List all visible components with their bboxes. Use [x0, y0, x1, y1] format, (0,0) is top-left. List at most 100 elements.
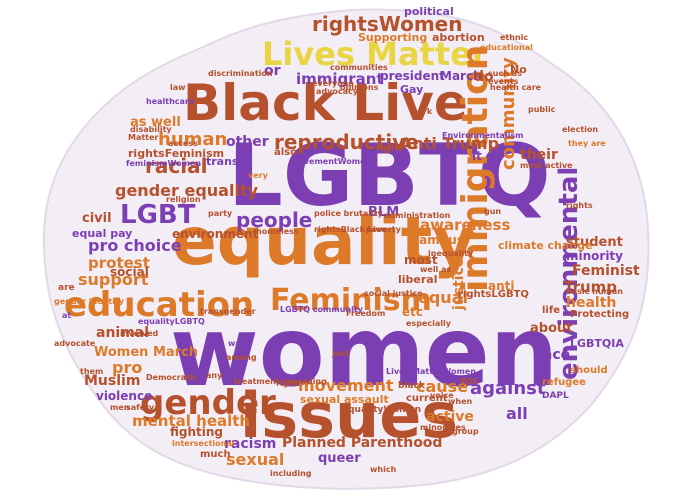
word-cause: cause: [416, 377, 469, 396]
word-wall: wall: [228, 339, 247, 348]
word-just: just: [332, 349, 350, 358]
word-rights-women: rightsWomen: [312, 12, 463, 36]
word-voice: voice: [430, 391, 454, 400]
word-basic-human: basic human: [566, 287, 623, 296]
word-poc: POC: [460, 377, 479, 386]
word-most: most: [404, 253, 438, 267]
word-people: people: [236, 208, 313, 232]
word-pro: pro: [112, 358, 143, 377]
word-violence: violence: [96, 389, 153, 403]
word-black: black: [398, 381, 425, 391]
word-equality: equality: [172, 203, 476, 280]
word-access: access: [168, 139, 198, 148]
word-including: including: [270, 469, 312, 478]
word-treatment-regarding: treatment regarding: [234, 377, 327, 386]
word-active: active: [426, 409, 474, 425]
word-matter: Matter: [128, 133, 159, 142]
word-anti-trump: Anti Trump: [400, 134, 500, 153]
word-other: other: [226, 134, 269, 150]
word-lgbt: LGBT: [120, 200, 196, 230]
word-blm: BLM: [368, 205, 400, 220]
word-work: work: [410, 107, 433, 116]
word-it: it: [472, 149, 482, 163]
word-current: current: [406, 393, 448, 404]
word-issues: issues: [240, 379, 459, 452]
word-election: election: [562, 125, 599, 134]
word-queer: queer: [318, 451, 361, 466]
word-poverty: poverty: [366, 225, 401, 234]
word-do: do: [474, 69, 494, 85]
word-events: events: [488, 77, 519, 86]
word-equal-pay: equal pay: [72, 227, 133, 240]
word-ethnic: ethnic: [500, 33, 529, 42]
word-campus: campus: [412, 233, 464, 247]
word-gay: Gay: [400, 83, 424, 96]
word-muslim: Muslim: [84, 373, 141, 389]
word-homeless: homeless: [256, 227, 299, 236]
word-well-as: well as: [420, 265, 452, 274]
word-protest: protest: [88, 254, 150, 272]
word-feminist: Feminist: [572, 263, 640, 279]
word-everyone: everyone: [312, 79, 354, 88]
word-equality-women: equalityWomen: [342, 405, 422, 415]
word-no: No: [510, 63, 527, 76]
word-discrimination: discrimination: [208, 69, 273, 78]
word-against: against: [470, 378, 546, 399]
word-etc: etc: [402, 305, 423, 319]
word-such-as: such as: [488, 69, 522, 78]
word-when: when: [448, 397, 473, 406]
word-liberal: liberal: [398, 273, 438, 286]
word-anti: anti: [488, 279, 515, 293]
word-transgender: transgender: [200, 307, 256, 316]
word-equal: equal: [418, 288, 468, 307]
word-freedom: Freedom: [346, 309, 386, 318]
word-or: or: [264, 63, 281, 79]
word-most-active: most active: [520, 161, 573, 170]
word-lgbtqia: LGBTQIA: [570, 337, 624, 350]
word-march: March: [440, 69, 482, 83]
cloud-background-shape: [42, 8, 650, 490]
word-them: them: [80, 367, 104, 376]
word-advocacy: advocacy: [316, 87, 358, 96]
word-mental-health: mental health: [132, 412, 251, 430]
word-racial: racial: [145, 154, 208, 178]
word-advocate: advocate: [54, 339, 96, 348]
word-at: at: [62, 311, 72, 320]
word-disability: disability: [130, 125, 172, 134]
word-communities: communities: [330, 63, 388, 72]
word-black-live: Black Live: [183, 74, 468, 132]
word-president: president: [380, 69, 445, 83]
word-police-brutality: police brutality: [314, 209, 383, 218]
word-religion: religion: [166, 195, 201, 204]
word-human: human: [158, 129, 228, 150]
word-health: health: [566, 295, 617, 311]
word-immigrant: immigrant: [296, 70, 384, 88]
word-feminism: Feminism: [270, 283, 432, 318]
word-all: all: [506, 404, 528, 423]
word-environment: environment: [172, 227, 259, 241]
word-social-justice: social justice: [364, 289, 423, 298]
word-democratic: Democratic: [146, 373, 198, 382]
word-fight: fight: [376, 143, 403, 154]
word-health-care: health care: [490, 83, 542, 92]
word-climate-change: climate change: [498, 239, 593, 252]
word-educational: educational: [480, 43, 533, 52]
word-women-march: Women March: [94, 345, 199, 360]
word-feminism-women: feminismWomen: [126, 159, 202, 168]
word-rights: rights: [566, 201, 593, 210]
word-also: also: [274, 147, 297, 158]
word-healthcare: healthcare: [146, 97, 195, 106]
word-social: social: [110, 265, 149, 279]
cloud-background-path: [42, 8, 650, 490]
word-gender-equality: gender equality: [115, 181, 258, 200]
word-rights-lgbtq: rightsLGBTQ: [458, 289, 529, 300]
word-awareness: awareness: [420, 216, 511, 234]
word-equality-lgbtq: equalityLGBTQ: [138, 317, 205, 326]
word-movement-women: movementWomen: [290, 157, 372, 166]
word-among: among: [226, 353, 257, 362]
word-about: about: [530, 321, 573, 336]
word-much: much: [200, 449, 231, 460]
word-sexual: sexual: [226, 450, 285, 469]
word-especially: especially: [406, 319, 451, 328]
